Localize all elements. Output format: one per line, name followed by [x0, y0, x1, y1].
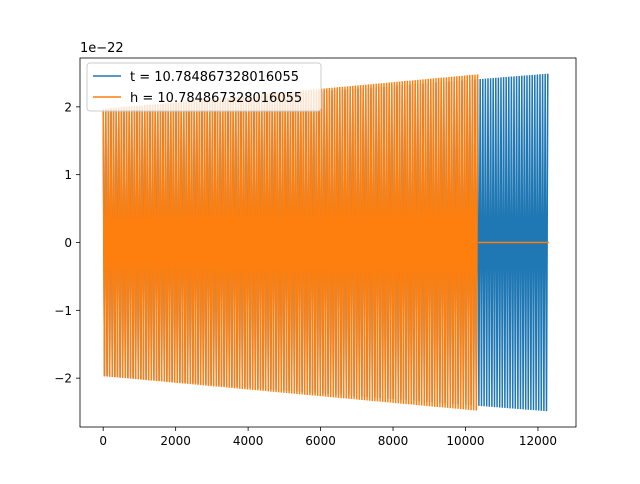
legend-frame	[86, 62, 322, 112]
y-tick-label: −2	[54, 372, 72, 386]
x-tick-label: 10000	[446, 434, 484, 448]
legend-label-h: h = 10.784867328016055	[130, 91, 302, 106]
plot-area	[102, 73, 549, 412]
x-axis: 0 2000 4000 6000 8000 10000 12000	[99, 427, 557, 448]
x-tick-label: 2000	[160, 434, 191, 448]
legend-label-t: t = 10.784867328016055	[130, 70, 299, 85]
x-tick-label: 12000	[519, 434, 557, 448]
legend: t = 10.784867328016055 h = 10.7848673280…	[86, 62, 322, 112]
x-tick-label: 4000	[233, 434, 264, 448]
y-tick-label: −1	[54, 304, 72, 318]
y-tick-label: 0	[64, 236, 72, 250]
y-offset-label: 1e−22	[80, 41, 124, 56]
x-tick-label: 8000	[378, 434, 409, 448]
y-axis: −2 −1 0 1 2	[54, 100, 80, 386]
x-tick-label: 6000	[305, 434, 336, 448]
x-tick-label: 0	[99, 434, 107, 448]
y-tick-label: 2	[64, 100, 72, 114]
y-tick-label: 1	[64, 168, 72, 182]
